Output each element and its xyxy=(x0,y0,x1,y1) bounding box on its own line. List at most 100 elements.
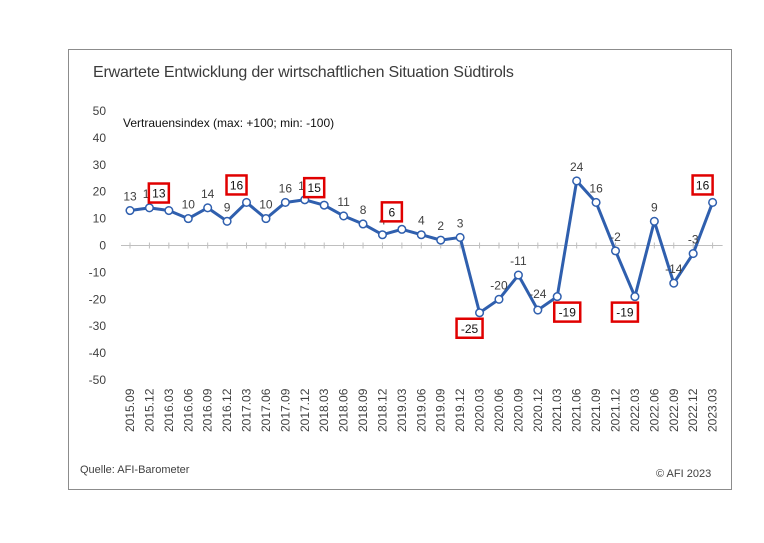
x-tick-label: 2015.12 xyxy=(142,388,156,432)
data-point xyxy=(416,230,426,240)
copyright-note: © AFI 2023 xyxy=(656,468,712,480)
highlight-box xyxy=(552,301,582,323)
highlight-box xyxy=(147,182,171,204)
source-note: Quelle: AFI-Barometer xyxy=(80,464,190,476)
x-tick-label: 2015.09 xyxy=(123,388,137,432)
x-tick-label: 2019.12 xyxy=(453,388,467,432)
data-label: 16 xyxy=(230,178,244,192)
data-point xyxy=(591,197,601,208)
data-label: 10 xyxy=(259,198,273,212)
data-point xyxy=(513,270,523,280)
x-tick-label: 2018.12 xyxy=(375,388,389,432)
y-tick-label: 20 xyxy=(93,185,107,199)
data-point xyxy=(125,205,135,216)
data-point xyxy=(339,211,349,221)
data-point xyxy=(708,197,718,208)
x-tick-label: 2016.03 xyxy=(162,388,176,432)
data-label: 16 xyxy=(589,181,603,195)
x-tick-label: 2022.09 xyxy=(667,388,681,432)
data-point xyxy=(572,176,582,186)
data-label: -24 xyxy=(529,287,547,301)
x-tick-label: 2022.03 xyxy=(628,388,642,432)
y-tick-label: -30 xyxy=(89,319,107,333)
data-label: 9 xyxy=(651,200,658,214)
highlight-box xyxy=(610,301,640,323)
x-tick-label: 2020.06 xyxy=(492,388,506,432)
data-label: 13 xyxy=(123,190,137,204)
y-tick-label: 10 xyxy=(93,212,107,226)
x-tick-label: 2016.12 xyxy=(220,388,234,432)
y-tick-label: -20 xyxy=(89,292,107,306)
x-tick-label: 2016.06 xyxy=(181,388,195,432)
data-point xyxy=(688,249,698,259)
data-point xyxy=(183,214,193,224)
x-tick-label: 2021.06 xyxy=(570,388,584,432)
data-point xyxy=(164,205,174,216)
data-point xyxy=(397,224,407,234)
data-point xyxy=(533,305,543,315)
y-tick-label: 30 xyxy=(93,158,107,172)
data-label: 10 xyxy=(182,198,196,212)
y-tick-label: -50 xyxy=(89,373,107,387)
data-point xyxy=(669,278,679,288)
highlight-box xyxy=(691,174,714,196)
data-label: 14 xyxy=(201,187,215,201)
x-tick-label: 2018.06 xyxy=(337,388,351,432)
data-label: 11 xyxy=(337,195,350,209)
data-label: -19 xyxy=(616,306,634,320)
data-label: 9 xyxy=(224,200,231,214)
data-point xyxy=(630,292,640,302)
x-tick-label: 2018.09 xyxy=(356,388,370,432)
x-tick-label: 2017.06 xyxy=(259,388,273,432)
data-point xyxy=(552,292,562,302)
data-point xyxy=(610,246,621,256)
data-label: 15 xyxy=(308,181,322,195)
y-tick-label: 0 xyxy=(99,239,106,253)
y-tick-label: 40 xyxy=(93,131,107,145)
data-label: 24 xyxy=(570,160,584,174)
x-tick-label: 2021.03 xyxy=(550,388,564,432)
data-label: 13 xyxy=(152,187,166,201)
x-tick-label: 2019.06 xyxy=(414,388,428,432)
x-tick-label: 2022.06 xyxy=(647,388,661,432)
y-tick-label: -40 xyxy=(89,346,107,360)
x-tick-label: 2016.09 xyxy=(201,388,215,432)
data-point xyxy=(319,200,329,210)
data-label: 4 xyxy=(418,214,425,228)
data-label: -14 xyxy=(665,262,683,276)
x-tick-label: 2019.03 xyxy=(395,388,409,432)
data-point xyxy=(241,197,252,208)
chart-frame xyxy=(68,49,732,490)
highlight-box xyxy=(225,174,248,196)
chart-title: Erwartete Entwicklung der wirtschaftlich… xyxy=(93,64,514,81)
highlight-box xyxy=(302,176,326,199)
data-point xyxy=(358,219,368,229)
data-label: 8 xyxy=(360,203,367,217)
data-point xyxy=(494,294,504,304)
x-tick-label: 2021.09 xyxy=(589,388,603,432)
data-label: -19 xyxy=(559,306,577,320)
data-label: -3 xyxy=(688,233,699,247)
data-point xyxy=(377,230,388,240)
data-label: -11 xyxy=(510,254,527,268)
data-label: 6 xyxy=(389,205,396,219)
x-tick-label: 2023.03 xyxy=(706,388,720,432)
x-tick-label: 2017.12 xyxy=(298,388,312,432)
x-tick-label: 2021.12 xyxy=(609,388,623,432)
data-point xyxy=(261,214,271,224)
data-point xyxy=(203,203,213,213)
data-label: -25 xyxy=(461,322,479,336)
data-point xyxy=(280,197,290,208)
data-label: -20 xyxy=(490,278,508,292)
x-tick-label: 2020.09 xyxy=(511,388,525,432)
data-point xyxy=(222,216,232,226)
data-point xyxy=(144,203,154,213)
data-point xyxy=(649,216,659,226)
data-label: 3 xyxy=(457,216,464,230)
x-tick-label: 2017.09 xyxy=(278,388,292,432)
data-point xyxy=(475,308,485,318)
x-tick-label: 2020.12 xyxy=(531,388,545,432)
highlight-box xyxy=(380,201,404,223)
data-label: -2 xyxy=(610,230,621,244)
